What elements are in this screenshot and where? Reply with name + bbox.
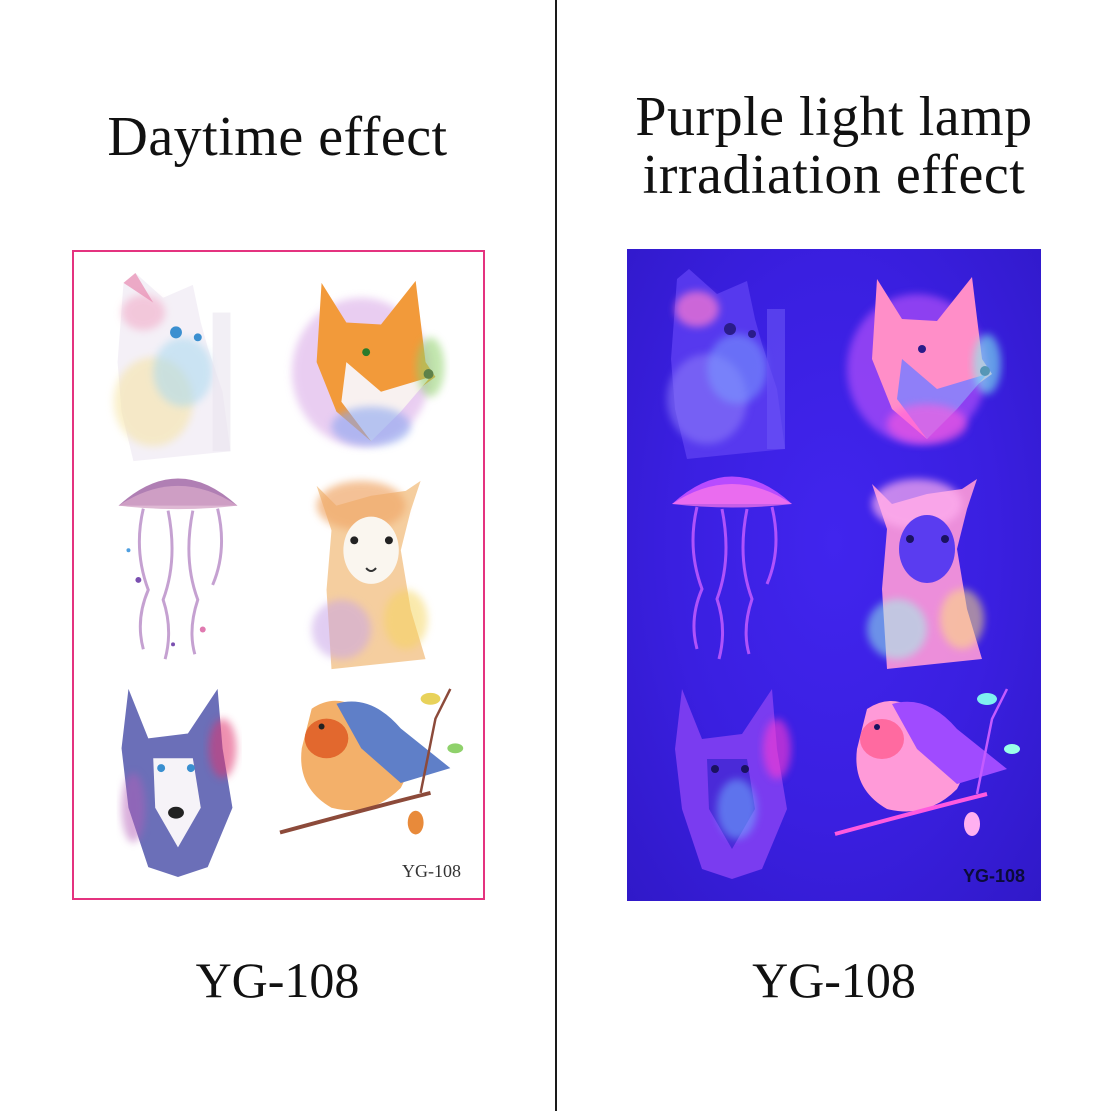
alpaca-tattoo [311, 480, 428, 670]
uv-heading: Purple light lamp irradiation effect [635, 86, 1033, 206]
cat-glow-tattoo [667, 269, 785, 459]
bird-glow-tattoo [834, 688, 1020, 836]
bird-tattoo [279, 688, 464, 835]
uv-caption: YG-108 [752, 952, 916, 1008]
uv-sheet-code: YG-108 [962, 866, 1025, 886]
center-divider [555, 0, 557, 1111]
daytime-sheet-code: YG-108 [402, 861, 461, 881]
fox-glow-tattoo [847, 277, 1001, 444]
jellyfish-tattoo [118, 478, 238, 660]
daytime-heading: Daytime effect [107, 106, 448, 168]
daytime-tattoo-art [113, 272, 464, 878]
uv-tattoo-sheet: YG-108 [627, 249, 1041, 901]
husky-tattoo [121, 688, 237, 878]
alpaca-glow-tattoo [867, 479, 984, 669]
husky-glow-tattoo [675, 689, 791, 879]
jellyfish-glow-tattoo [672, 476, 792, 660]
cat-tattoo [113, 272, 231, 462]
uv-tattoo-art [667, 269, 1020, 879]
fox-tattoo [291, 280, 445, 447]
daytime-tattoo-sheet: YG-108 [72, 250, 485, 900]
daytime-caption: YG-108 [195, 952, 360, 1008]
